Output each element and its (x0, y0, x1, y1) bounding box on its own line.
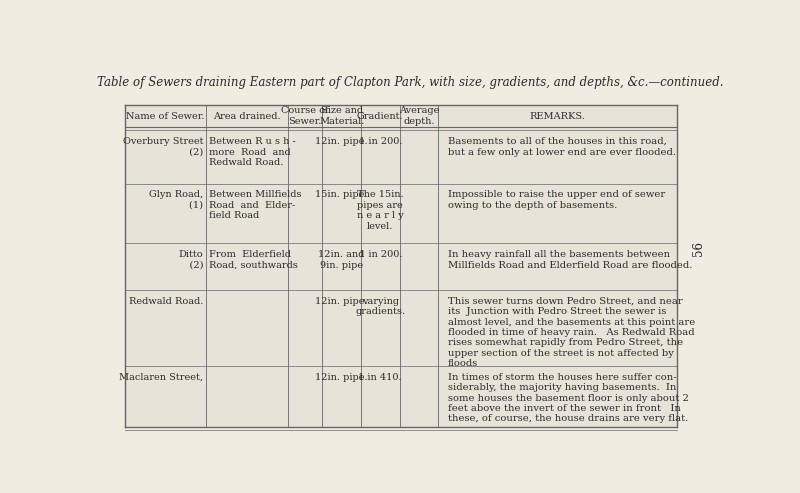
Text: varying
gradients.: varying gradients. (355, 297, 406, 317)
Text: Size and
Material.: Size and Material. (319, 106, 364, 126)
Text: Gradient.: Gradient. (357, 111, 403, 120)
Text: 15in. pipe.: 15in. pipe. (315, 190, 368, 199)
Text: 12in. pipe.: 12in. pipe. (315, 137, 368, 146)
Text: The 15in.
pipes are
n e a r l y
level.: The 15in. pipes are n e a r l y level. (357, 190, 404, 231)
Text: Overbury Street
          (2): Overbury Street (2) (123, 137, 203, 157)
Text: 12in. and
9in. pipe: 12in. and 9in. pipe (318, 250, 365, 270)
Text: Maclaren Street,: Maclaren Street, (119, 373, 203, 382)
Text: Between Millfields
Road  and  Elder-
field Road: Between Millfields Road and Elder- field… (209, 190, 302, 220)
Text: In heavy rainfall all the basements between
Millfields Road and Elderfield Road : In heavy rainfall all the basements betw… (447, 250, 692, 270)
Text: Area drained.: Area drained. (214, 111, 281, 120)
Text: Ditto
    (2): Ditto (2) (177, 250, 203, 270)
Text: In times of storm the houses here suffer con-
siderably, the majority having bas: In times of storm the houses here suffer… (447, 373, 688, 423)
Text: Redwald Road.: Redwald Road. (129, 297, 203, 306)
Text: 1 in 410.: 1 in 410. (358, 373, 402, 382)
Text: Table of Sewers draining Eastern part of Clapton Park, with size, gradients, and: Table of Sewers draining Eastern part of… (97, 76, 723, 89)
Text: 12in. pipe.: 12in. pipe. (315, 297, 368, 306)
Text: Impossible to raise the upper end of sewer
owing to the depth of basements.: Impossible to raise the upper end of sew… (447, 190, 665, 210)
Bar (125, 105, 677, 427)
Text: 1 in 200.: 1 in 200. (358, 137, 402, 146)
Text: This sewer turns down Pedro Street, and near
its  Junction with Pedro Street the: This sewer turns down Pedro Street, and … (447, 297, 694, 368)
Text: Basements to all of the houses in this road,
but a few only at lower end are eve: Basements to all of the houses in this r… (447, 137, 675, 157)
Text: Name of Sewer.: Name of Sewer. (126, 111, 205, 120)
Text: 12in. pipe.: 12in. pipe. (315, 373, 368, 382)
Text: 1 in 200.: 1 in 200. (358, 250, 402, 259)
Text: 56: 56 (692, 242, 705, 256)
Text: Glyn Road,
        (1): Glyn Road, (1) (150, 190, 203, 210)
Text: Between R u s h -
more  Road  and
Redwald Road.: Between R u s h - more Road and Redwald … (209, 137, 296, 167)
Text: REMARKS.: REMARKS. (530, 111, 586, 120)
Text: From  Elderfield
Road, southwards: From Elderfield Road, southwards (209, 250, 298, 270)
Text: Course of
Sewer.: Course of Sewer. (282, 106, 329, 126)
Text: Average
depth.: Average depth. (398, 106, 439, 126)
